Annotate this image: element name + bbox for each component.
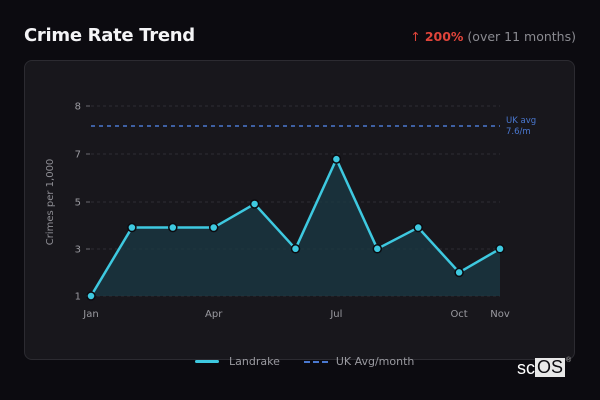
chart-legend: Landrake UK Avg/month [195, 355, 438, 368]
dashed-line-swatch-icon [303, 360, 328, 363]
data-point[interactable] [454, 267, 464, 278]
solid-line-swatch-icon [195, 360, 219, 363]
data-points [86, 154, 505, 301]
legend-item-uk-avg[interactable]: UK Avg/month [303, 355, 415, 368]
x-tick-label: Oct [450, 309, 467, 320]
data-point[interactable] [372, 244, 383, 254]
series-area [91, 159, 500, 296]
y-axis: 1 3 5 7 8 [75, 102, 90, 303]
uk-average-value: 7.6/m [506, 127, 531, 137]
data-point[interactable] [86, 291, 96, 301]
y-tick-label: 5 [75, 198, 81, 209]
brand-logo: sc OS ® [517, 357, 572, 379]
x-tick-label: Jul [329, 309, 342, 320]
change-indicator: ↑ 200% (over 11 months) [410, 29, 576, 44]
x-tick-label: Nov [490, 309, 510, 320]
legend-label: UK Avg/month [335, 355, 415, 368]
x-axis: Jan Apr Jul Oct Nov [82, 309, 510, 320]
chart-card [24, 60, 575, 360]
up-arrow-icon: ↑ [410, 29, 421, 44]
change-period: (over 11 months) [467, 29, 576, 44]
y-tick-label: 8 [75, 102, 81, 113]
data-point[interactable] [208, 222, 219, 233]
uk-average-label: UK avg [506, 116, 536, 126]
y-tick-label: 1 [75, 292, 81, 303]
legend-label: Landrake [229, 355, 280, 368]
y-tick-label: 7 [75, 150, 81, 161]
x-tick-label: Apr [205, 309, 223, 320]
data-point[interactable] [495, 244, 505, 254]
brand-highlight: OS [535, 357, 566, 377]
data-point[interactable] [249, 199, 260, 209]
y-axis-label: Crimes per 1,000 [45, 159, 56, 246]
data-point[interactable] [331, 154, 342, 164]
change-percent: 200% [424, 29, 464, 44]
y-tick-label: 3 [75, 245, 81, 256]
registered-mark: ® [566, 357, 572, 364]
data-point[interactable] [290, 244, 301, 254]
legend-item-landrake[interactable]: Landrake [195, 355, 280, 368]
data-point[interactable] [168, 222, 178, 233]
brand-prefix: sc [517, 358, 535, 378]
x-tick-label: Jan [82, 309, 98, 320]
data-point[interactable] [413, 222, 423, 233]
data-point[interactable] [127, 222, 137, 233]
page-title: Crime Rate Trend [24, 25, 195, 46]
